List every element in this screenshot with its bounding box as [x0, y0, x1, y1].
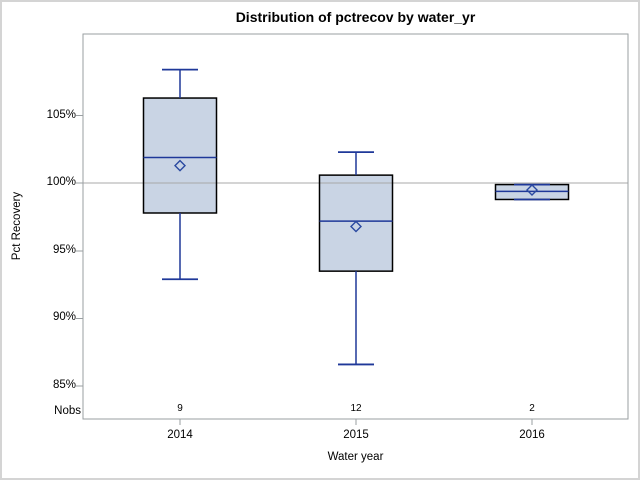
x-tick-label-2016: 2016 [519, 429, 545, 441]
x-tick-label-2014: 2014 [167, 429, 193, 441]
mean-diamond-2015 [350, 220, 362, 233]
x-axis-title: Water year [327, 451, 384, 463]
y-tick-label-95: 95% [52, 244, 76, 256]
chart-title: Distribution of pctrecov by water_yr [235, 9, 476, 25]
y-tick-label-90: 90% [52, 311, 76, 323]
nobs-value-2015: 12 [350, 403, 362, 414]
nobs-value-2016: 2 [529, 403, 535, 414]
nobs-value-2014: 9 [177, 403, 183, 414]
y-tick-label-105: 105% [46, 109, 76, 121]
nobs-row-label: Nobs [54, 405, 81, 417]
y-tick-label-100: 100% [46, 176, 76, 188]
y-tick-label-85: 85% [52, 379, 76, 391]
box-fill-2014 [143, 98, 217, 213]
box-fill-2015 [319, 175, 393, 272]
mean-diamond-2014 [174, 159, 186, 172]
x-tick-label-2015: 2015 [343, 429, 369, 441]
mean-diamond-2016 [526, 184, 538, 196]
y-axis-title: Pct Recovery [11, 191, 23, 261]
